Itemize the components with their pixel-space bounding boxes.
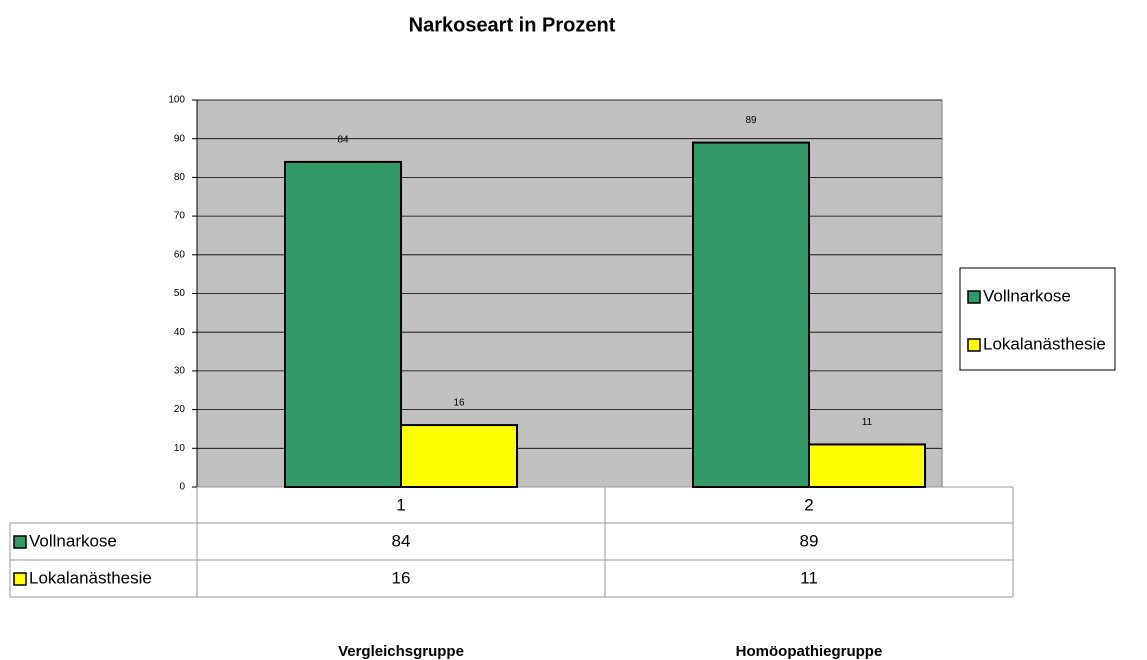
table-key	[13, 535, 27, 549]
y-tick-label: 90	[174, 133, 186, 144]
y-tick-label: 10	[174, 443, 186, 454]
y-tick-label: 50	[174, 288, 186, 299]
bar	[808, 443, 926, 488]
table-row-label: Vollnarkose	[29, 531, 117, 550]
data-label: 11	[862, 417, 873, 428]
legend-key	[967, 338, 981, 352]
bar	[400, 424, 518, 488]
bar	[692, 141, 810, 488]
y-tick-label: 30	[174, 366, 186, 377]
y-tick-label: 40	[174, 327, 186, 338]
y-tick-label: 20	[174, 404, 186, 415]
x-tick-label: 1	[396, 495, 405, 514]
group-label: Homöopathiegruppe	[736, 643, 883, 660]
table-value: 84	[392, 531, 411, 550]
chart-title: Narkoseart in Prozent	[409, 14, 616, 36]
table-row-label: Lokalanästhesie	[29, 568, 152, 587]
data-label: 16	[453, 398, 465, 409]
table-value: 89	[800, 531, 819, 550]
table-value: 16	[392, 568, 411, 587]
y-tick-label: 60	[174, 249, 186, 260]
x-tick-label: 2	[804, 495, 813, 514]
bar	[284, 160, 402, 488]
table-key	[13, 572, 27, 586]
data-label: 89	[745, 115, 757, 126]
legend-key	[967, 290, 981, 304]
table-value: 11	[800, 568, 818, 587]
y-tick-label: 70	[174, 211, 186, 222]
legend-label: Vollnarkose	[983, 286, 1071, 305]
legend-box	[959, 267, 1116, 371]
y-tick-label: 100	[168, 95, 185, 106]
y-tick-label: 80	[174, 172, 186, 183]
legend-label: Lokalanästhesie	[983, 334, 1106, 353]
y-tick-label: 0	[179, 482, 185, 493]
group-label: Vergleichsgruppe	[338, 643, 464, 660]
data-label: 84	[337, 135, 349, 146]
